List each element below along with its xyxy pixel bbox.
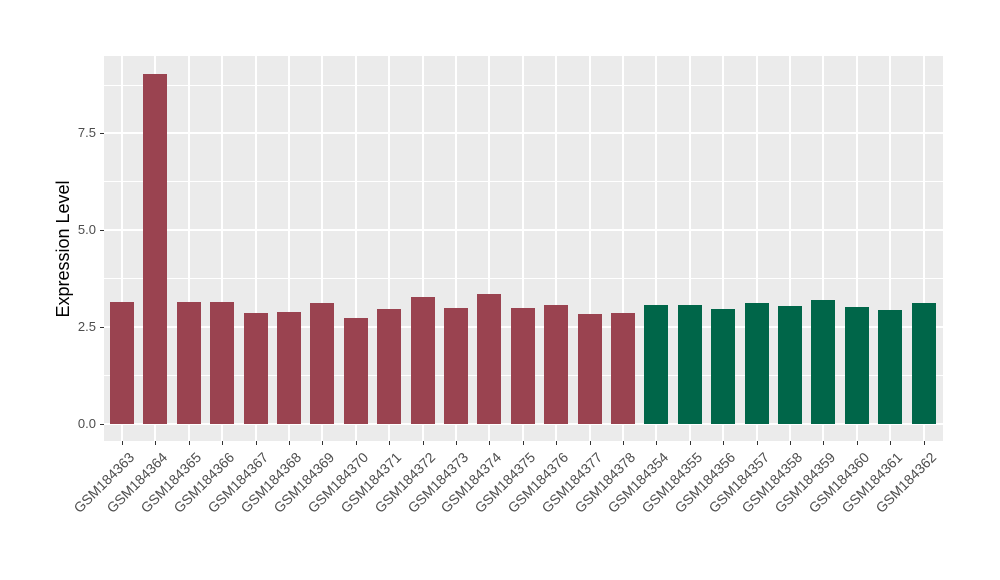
vertical-gridline [521, 56, 524, 441]
bar-GSM184368 [277, 311, 301, 424]
x-tick-mark [656, 441, 658, 445]
x-tick-mark [589, 441, 591, 445]
vertical-gridline [722, 56, 725, 441]
vertical-gridline [622, 56, 624, 441]
vertical-gridline [755, 56, 758, 441]
bar-GSM184369 [310, 303, 335, 424]
x-tick-mark [522, 441, 524, 445]
vertical-gridline [922, 56, 925, 441]
bar-GSM184358 [778, 305, 802, 424]
vertical-gridline [354, 56, 357, 441]
bar-GSM184376 [544, 304, 569, 424]
bar-GSM184372 [410, 296, 435, 424]
x-tick-mark [823, 441, 825, 445]
bar-GSM184374 [477, 293, 502, 424]
vertical-gridline [688, 56, 691, 441]
x-tick-mark [856, 441, 858, 445]
bar-GSM184359 [811, 299, 836, 424]
y-tick-mark [100, 230, 104, 232]
y-tick-label: 5.0 [77, 222, 96, 238]
bar-GSM184364 [143, 74, 168, 424]
x-tick-mark [255, 441, 257, 445]
vertical-gridline [822, 56, 825, 441]
x-tick-mark [188, 441, 190, 445]
vertical-gridline [488, 56, 491, 441]
vertical-gridline [187, 56, 190, 441]
bar-GSM184377 [577, 313, 602, 424]
bar-GSM184371 [377, 309, 402, 424]
y-tick-mark [100, 423, 104, 425]
plot-panel [104, 56, 943, 441]
x-tick-mark [689, 441, 691, 445]
y-tick-label: 0.0 [77, 415, 96, 431]
vertical-gridline [221, 56, 224, 441]
bar-GSM184356 [711, 309, 736, 424]
x-tick-mark [122, 441, 123, 445]
bar-GSM184373 [444, 307, 468, 424]
x-tick-mark [389, 441, 391, 445]
bar-GSM184355 [677, 305, 702, 424]
x-tick-mark [556, 441, 558, 445]
y-tick-label: 7.5 [77, 125, 96, 141]
vertical-gridline [789, 56, 791, 441]
bar-GSM184354 [644, 305, 669, 424]
bar-GSM184378 [611, 312, 635, 424]
x-tick-mark [322, 441, 324, 445]
vertical-gridline [388, 56, 391, 441]
bar-GSM184363 [110, 302, 134, 424]
bar-GSM184366 [210, 302, 235, 424]
vertical-gridline [455, 56, 457, 441]
x-tick-mark [489, 441, 491, 445]
x-tick-mark [623, 441, 624, 445]
y-axis-title: Expression Level [53, 180, 73, 318]
bar-GSM184360 [844, 306, 869, 424]
vertical-gridline [288, 56, 290, 441]
x-tick-mark [355, 441, 357, 445]
vertical-gridline [254, 56, 257, 441]
vertical-gridline [321, 56, 324, 441]
bar-GSM184361 [878, 309, 903, 424]
x-tick-mark [155, 441, 157, 445]
x-tick-mark [890, 441, 892, 445]
vertical-gridline [655, 56, 658, 441]
y-tick-mark [100, 326, 104, 328]
bar-GSM184365 [176, 302, 201, 424]
bar-GSM184362 [911, 302, 936, 424]
x-tick-mark [790, 441, 791, 445]
bar-GSM184367 [243, 313, 268, 424]
bar-GSM184357 [744, 302, 769, 424]
vertical-gridline [889, 56, 892, 441]
bar-GSM184375 [510, 307, 535, 424]
x-tick-mark [923, 441, 925, 445]
vertical-gridline [588, 56, 591, 441]
y-tick-mark [100, 133, 104, 135]
bar-GSM184370 [343, 317, 368, 424]
y-tick-label: 2.5 [77, 318, 96, 334]
vertical-gridline [121, 56, 123, 441]
x-tick-mark [289, 441, 290, 445]
x-tick-mark [422, 441, 424, 445]
vertical-gridline [855, 56, 858, 441]
x-tick-mark [456, 441, 457, 445]
x-tick-mark [756, 441, 758, 445]
x-tick-mark [222, 441, 224, 445]
vertical-gridline [421, 56, 424, 441]
vertical-gridline [555, 56, 558, 441]
x-tick-mark [723, 441, 725, 445]
